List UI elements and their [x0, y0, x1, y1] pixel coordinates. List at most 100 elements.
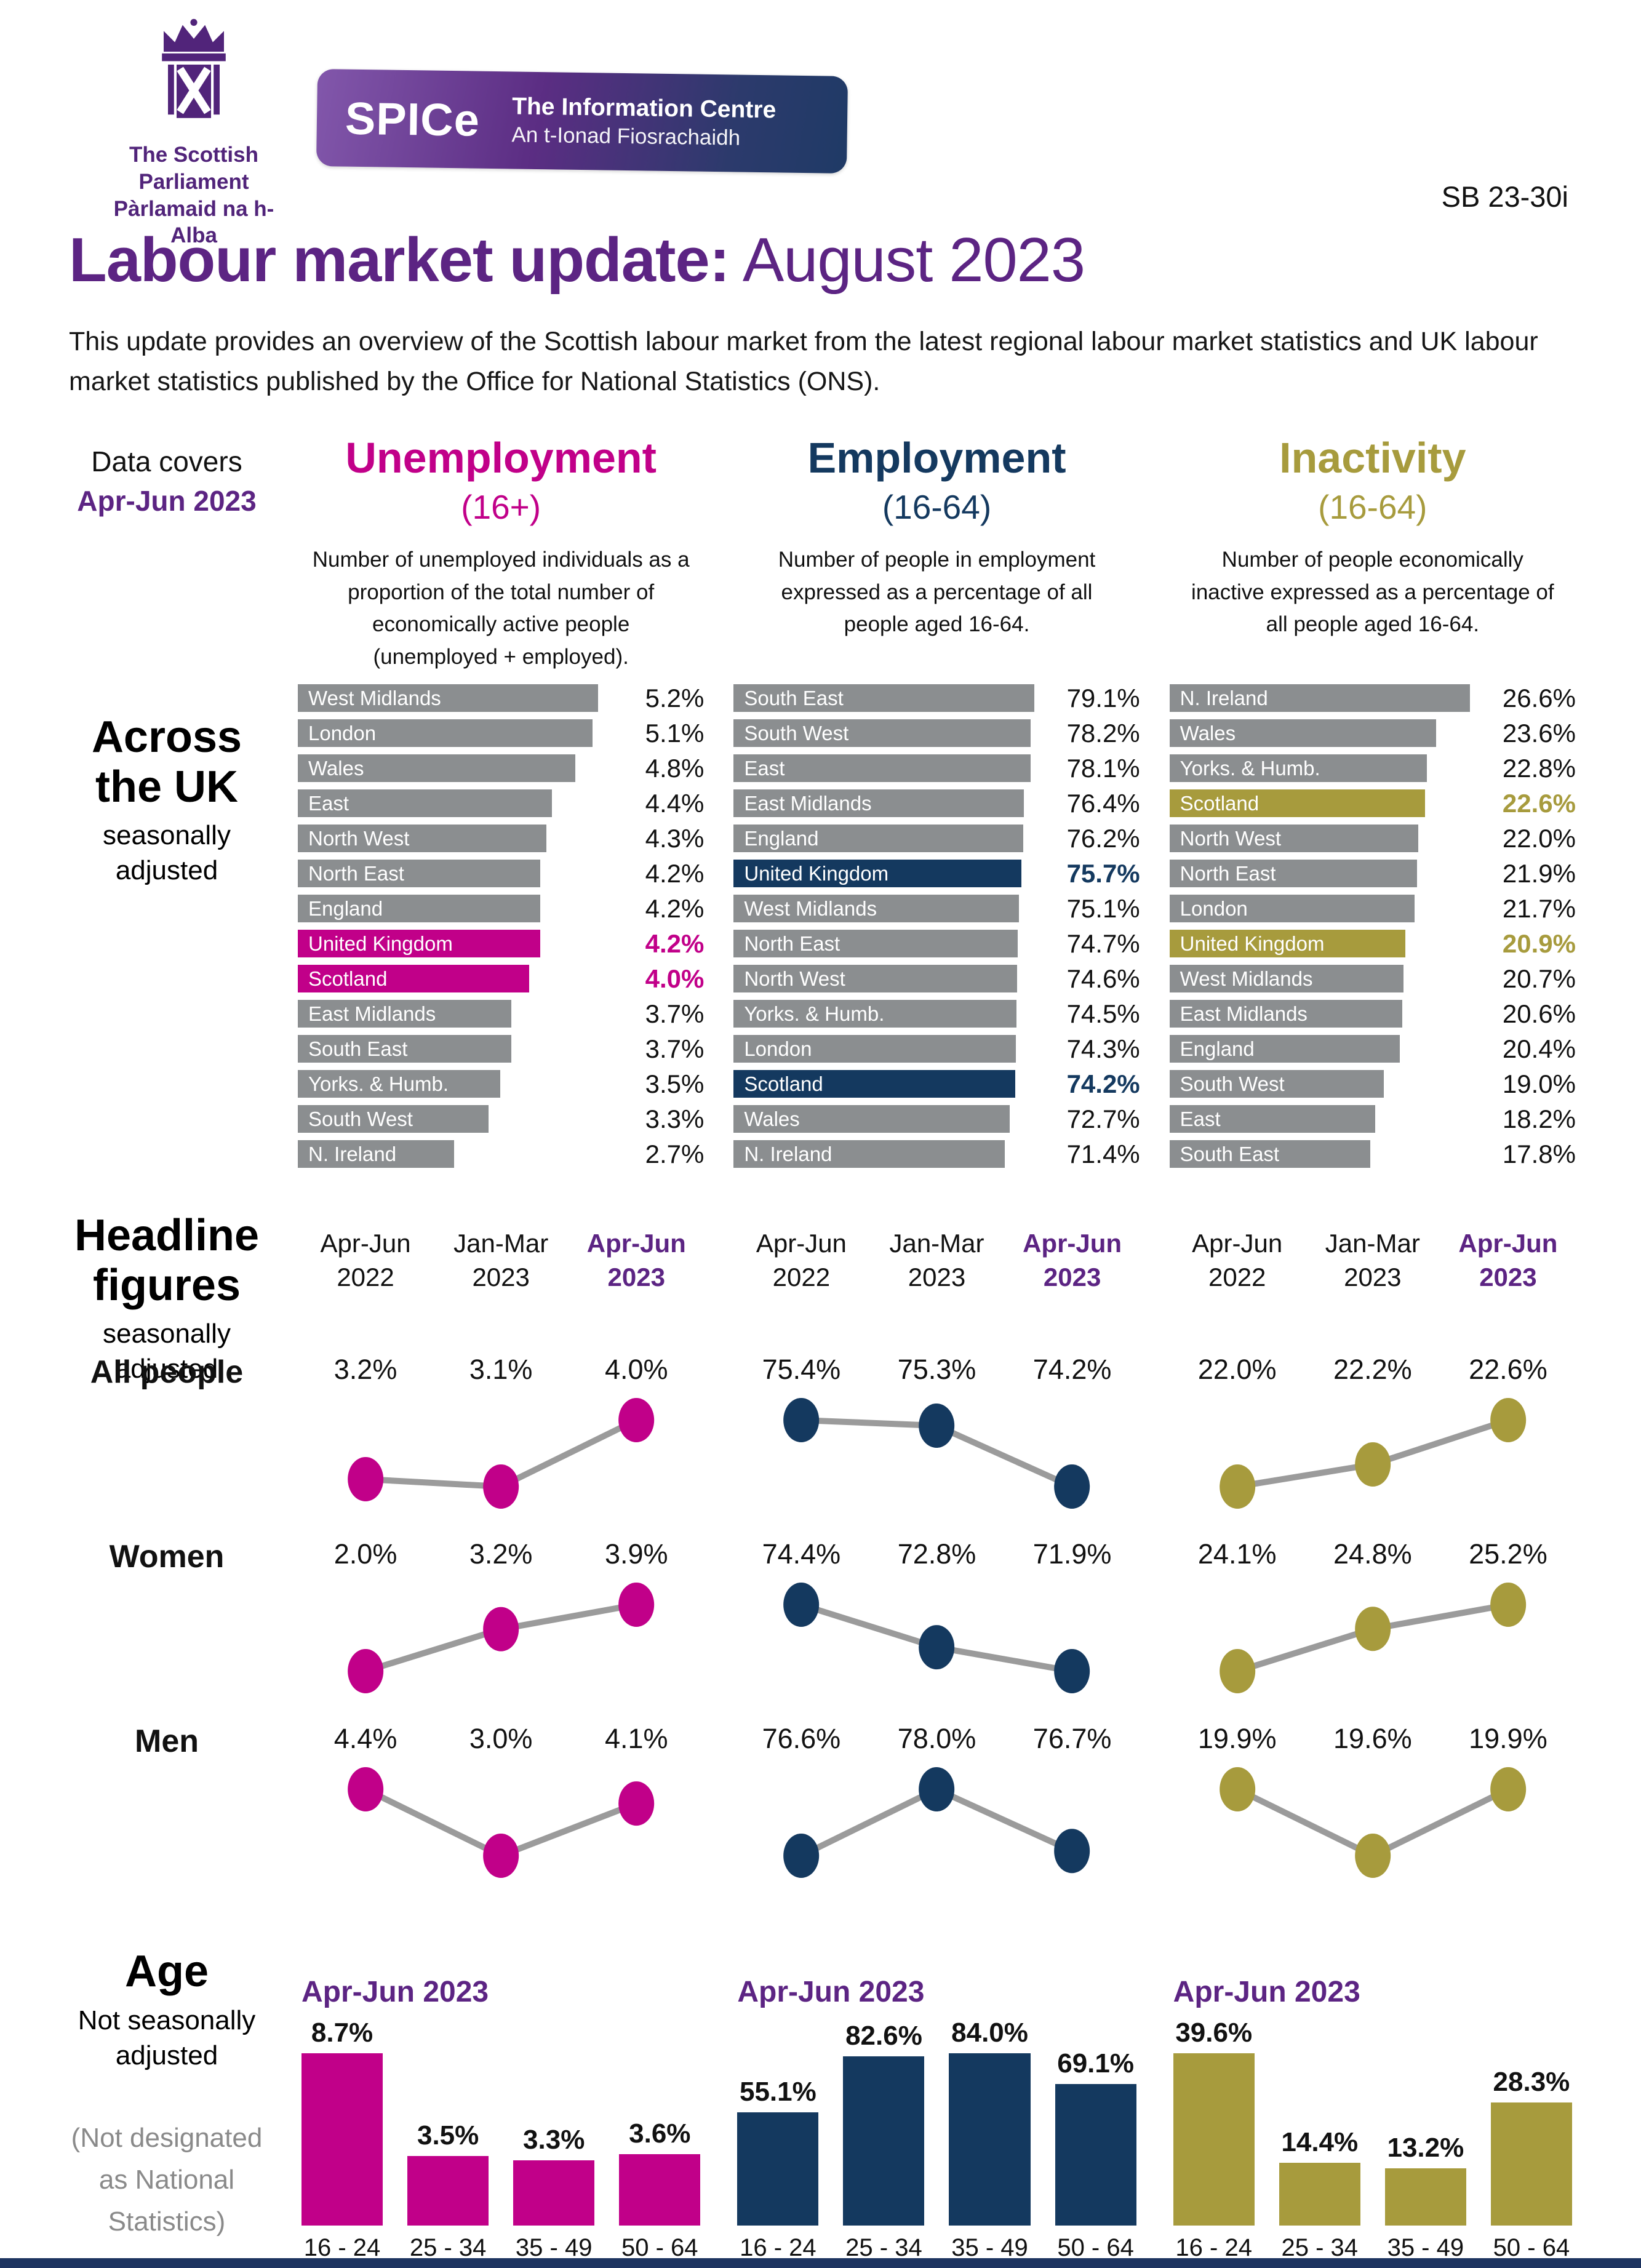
headline-heading-1: Headline	[74, 1211, 260, 1260]
region-bar-row: Wales 23.6%	[1169, 716, 1576, 751]
period-column-header: Apr-Jun 2023	[1005, 1211, 1140, 1354]
region-value: 17.8%	[1502, 1139, 1576, 1168]
period-line-1: Jan-Mar	[889, 1229, 984, 1258]
age-bar-value: 3.6%	[629, 2118, 691, 2149]
period-line-2: 2023	[472, 1262, 530, 1292]
region-bar-row: Yorks. & Humb. 3.5%	[298, 1066, 704, 1101]
metric-title: Inactivity	[1279, 434, 1466, 482]
region-value: 2.7%	[645, 1139, 705, 1168]
region-bar-row: United Kingdom 20.9%	[1169, 926, 1576, 961]
headline-block: 74.4% 72.8% 71.9%	[733, 1538, 1140, 1723]
age-bar-value: 39.6%	[1175, 2018, 1253, 2048]
headline-value: 74.2%	[1032, 1354, 1112, 1385]
age-bar-column: 14.4% 25 - 34	[1279, 2127, 1360, 2262]
region-bar-area: South West	[733, 719, 1034, 747]
period-column-header: Apr-Jun 2022	[1170, 1211, 1305, 1354]
headline-group-employment: Apr-Jun 2022 Jan-Mar 2023 Apr-Jun 2023 75.4% 7…	[733, 1172, 1140, 1907]
region-bar: West Midlands	[298, 684, 599, 712]
region-value: 18.2%	[1502, 1104, 1576, 1133]
region-bar-row: West Midlands 5.2%	[298, 681, 704, 716]
age-bar-column: 8.7% 16 - 24	[301, 2018, 383, 2262]
age-bar-column: 3.3% 35 - 49	[513, 2125, 595, 2262]
region-bar: Wales	[733, 1105, 1010, 1133]
content-grid: Data covers Apr-Jun 2023 Unemployment (1…	[0, 433, 1641, 2262]
age-bar-column: 39.6% 16 - 24	[1173, 2018, 1255, 2262]
region-label: Wales	[308, 756, 364, 780]
age-bar	[737, 2112, 819, 2226]
page-title: Labour market update: August 2023	[0, 225, 1641, 296]
headline-value: 25.2%	[1469, 1538, 1547, 1570]
region-label: England	[1180, 1037, 1255, 1060]
headline-block: 76.6% 78.0% 76.7%	[733, 1723, 1140, 1907]
region-bar-area: East	[733, 754, 1034, 782]
age-category-label: 50 - 64	[621, 2234, 698, 2261]
region-label: East	[744, 756, 785, 780]
headline-subheading: seasonally adjusted	[103, 1319, 231, 1384]
region-bar: South West	[1169, 1070, 1384, 1098]
age-category-label: 25 - 34	[1281, 2234, 1359, 2261]
region-bar: East	[733, 754, 1031, 782]
region-bar-row: West Midlands 75.1%	[733, 891, 1140, 926]
age-bar-value: 3.3%	[523, 2125, 585, 2155]
region-bar: North East	[298, 860, 541, 887]
region-label: East	[308, 791, 349, 815]
region-value: 21.7%	[1502, 893, 1576, 923]
spice-name-en: The Information Centre	[511, 93, 777, 124]
region-bar-area: South East	[1169, 1140, 1470, 1168]
region-value: 3.3%	[645, 1104, 705, 1133]
region-bar: East Midlands	[298, 1000, 512, 1028]
region-label: South West	[744, 721, 849, 745]
region-bar-row: West Midlands 20.7%	[1169, 961, 1576, 996]
period-line-2: 2022	[772, 1262, 831, 1292]
line-chart-inactivity-all-people	[1219, 1398, 1526, 1509]
age-bar	[513, 2160, 595, 2226]
region-bar-row: Wales 4.8%	[298, 751, 704, 786]
region-bar-row: South East 3.7%	[298, 1031, 704, 1066]
metric-header-unemployment: Unemployment (16+) Number of unemployed …	[298, 433, 704, 673]
region-value: 4.4%	[645, 788, 705, 818]
line-chart-unemployment-men	[348, 1767, 655, 1878]
region-value: 3.5%	[645, 1069, 705, 1098]
region-bar-row: South East 17.8%	[1169, 1136, 1576, 1172]
region-bar-area: London	[298, 719, 598, 747]
period-column-header: Jan-Mar 2023	[1305, 1211, 1440, 1354]
headline-value: 76.6%	[762, 1723, 841, 1754]
region-value: 19.0%	[1502, 1069, 1576, 1098]
region-bar: West Midlands	[733, 895, 1019, 922]
headline-value: 78.0%	[897, 1723, 976, 1754]
region-label: West Midlands	[308, 686, 441, 709]
region-label: East Midlands	[1180, 1002, 1308, 1025]
headline-column-headers: Apr-Jun 2022 Jan-Mar 2023 Apr-Jun 2023	[733, 1211, 1140, 1354]
region-bar: South West	[733, 719, 1031, 747]
age-group-inactivity: Apr-Jun 2023 39.6% 16 - 24 14.4% 25 - 34 13.…	[1170, 1907, 1576, 2262]
region-bar: England	[733, 825, 1023, 852]
region-bar-area: Wales	[733, 1105, 1034, 1133]
region-bar-row: North West 22.0%	[1169, 821, 1576, 856]
headline-values-row: 3.2% 3.1% 4.0%	[298, 1354, 704, 1392]
region-bar: West Midlands	[1169, 965, 1403, 992]
region-label: N. Ireland	[308, 1142, 397, 1165]
spice-logo: SPICe The Information Centre An t-Ionad …	[316, 68, 848, 174]
age-category-label: 16 - 24	[1175, 2234, 1252, 2261]
region-bar: England	[298, 895, 541, 922]
region-bar-row: North East 74.7%	[733, 926, 1140, 961]
region-bar: London	[1169, 895, 1415, 922]
line-chart-inactivity-men	[1219, 1767, 1526, 1878]
region-value: 78.2%	[1066, 718, 1140, 748]
period-line-1: Apr-Jun	[1458, 1229, 1558, 1258]
headline-values-row: 74.4% 72.8% 71.9%	[733, 1538, 1140, 1576]
region-value: 20.4%	[1502, 1034, 1576, 1063]
headline-value: 19.9%	[1469, 1723, 1547, 1754]
data-covers-label: Data covers Apr-Jun 2023	[65, 433, 268, 673]
region-bar-area: East	[298, 789, 598, 817]
headline-column-headers: Apr-Jun 2022 Jan-Mar 2023 Apr-Jun 2023	[298, 1211, 704, 1354]
page-title-bold: Labour market update:	[69, 226, 730, 295]
region-bar-row: North East 21.9%	[1169, 856, 1576, 891]
region-bar-area: Scotland	[733, 1070, 1034, 1098]
region-bar: South East	[1169, 1140, 1371, 1168]
region-bar: England	[1169, 1035, 1400, 1063]
region-bar-area: N. Ireland	[1169, 684, 1470, 712]
headline-value: 2.0%	[333, 1538, 397, 1570]
region-label: Scotland	[1180, 791, 1260, 815]
